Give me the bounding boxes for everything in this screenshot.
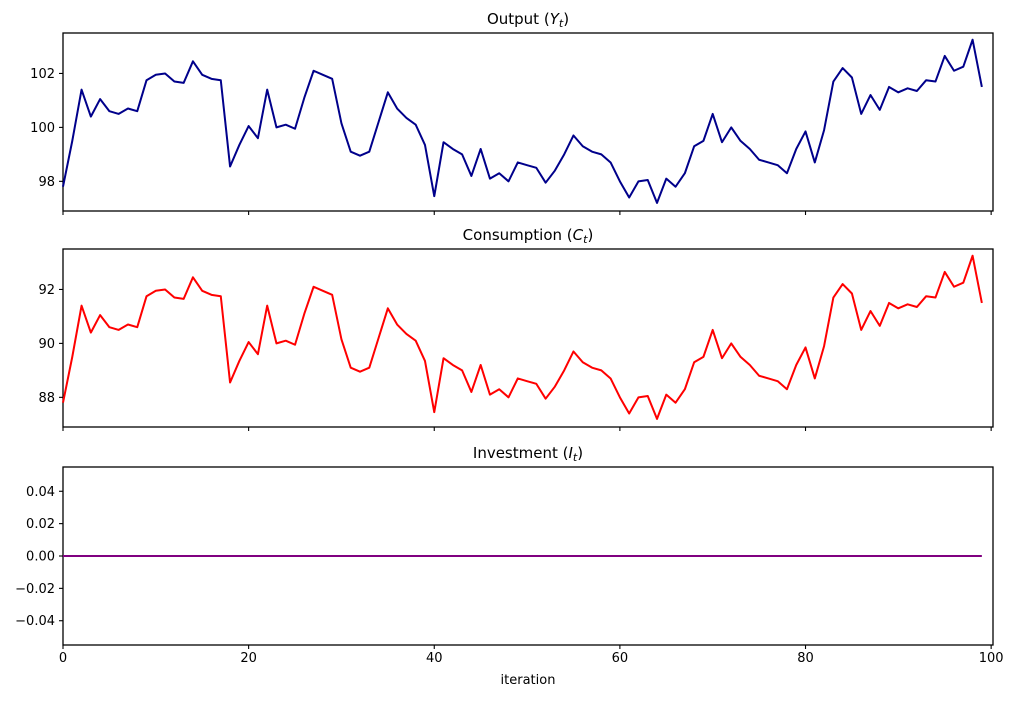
x-tick-label: 0 [59, 651, 67, 666]
y-tick-label: 98 [38, 175, 55, 190]
y-tick-label: 0.02 [26, 517, 55, 532]
x-tick-label: 40 [426, 651, 443, 666]
investment-chart-title: Investment (It) [473, 444, 583, 464]
investment-chart: −0.04 −0.02 0.00 0.02 0.04 0 20 40 60 80 100 Invest… [15, 444, 1003, 688]
output-chart: 98 100 102 Output (Yt) [30, 10, 994, 215]
y-tick-label: 92 [38, 283, 55, 298]
y-tick-label: 0.00 [26, 550, 55, 565]
y-tick-label: −0.02 [15, 582, 55, 597]
x-tick-label: 60 [612, 651, 629, 666]
y-tick-label: 90 [38, 337, 55, 352]
output-chart-title: Output (Yt) [487, 10, 569, 30]
consumption-line [62, 254, 983, 420]
consumption-axes-frame [62, 248, 994, 428]
x-axis-label: iteration [501, 673, 556, 688]
x-tick-label: 80 [797, 651, 814, 666]
y-tick-label: 88 [38, 391, 55, 406]
output-axes-frame [62, 32, 994, 212]
consumption-chart-title: Consumption (Ct) [463, 226, 594, 246]
output-line [62, 38, 983, 204]
x-tick-label: 100 [979, 651, 1004, 666]
y-tick-label: −0.04 [15, 614, 55, 629]
consumption-chart: 88 90 92 Consumption (Ct) [38, 226, 994, 431]
x-tick-label: 20 [240, 651, 257, 666]
y-tick-label: 100 [30, 121, 55, 136]
y-tick-label: 0.04 [26, 485, 55, 500]
y-tick-label: 102 [30, 67, 55, 82]
